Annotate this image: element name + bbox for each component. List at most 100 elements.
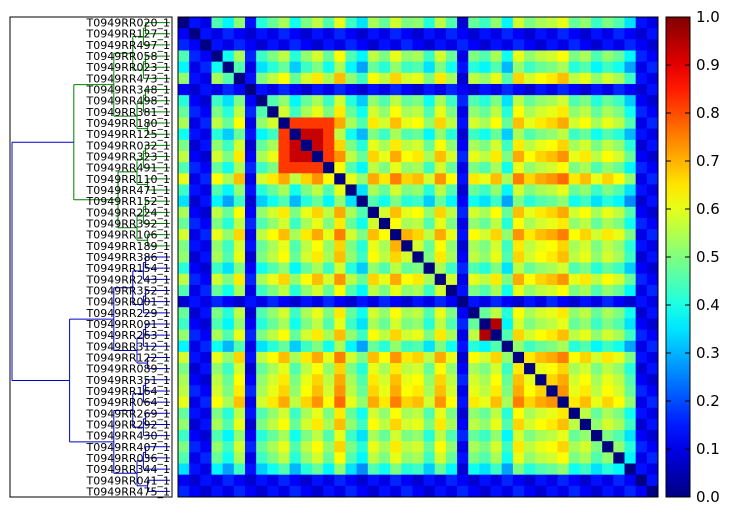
heatmap-cell [267,217,279,230]
heatmap-cell [635,318,648,330]
heatmap-cell [267,206,279,219]
row-label: T0949RR381_1 [86,106,171,119]
heatmap-cell [278,17,291,29]
heatmap-cell [200,463,212,476]
heatmap-cell [479,296,491,308]
heatmap-cell [300,28,313,40]
heatmap-cell [244,296,257,308]
heatmap-cell [602,463,614,476]
heatmap-cell [635,284,648,297]
row-label: T0949RR032_1 [86,139,171,152]
heatmap-cell [479,262,491,275]
heatmap-cell [189,106,201,118]
heatmap-cell [178,229,190,241]
heatmap-cell [457,217,469,230]
heatmap-cell [244,396,257,409]
heatmap-cell [535,407,547,420]
heatmap-cell [233,474,246,487]
heatmap-cell [591,251,603,263]
heatmap-cell [490,206,503,219]
heatmap-cell [178,162,190,174]
heatmap-cell [579,150,592,163]
heatmap-cell [490,61,503,74]
heatmap-cell [211,162,224,174]
heatmap-cell [468,284,480,297]
heatmap-cell [557,206,570,219]
heatmap-cell [568,262,581,275]
row-label: T0949RR125_1 [86,128,171,141]
heatmap-cell [646,173,659,185]
heatmap-cell [568,61,581,74]
heatmap-cell [457,363,469,375]
row-label: T0949RR473_1 [86,72,171,85]
heatmap-cell [579,184,592,196]
heatmap-cell [512,150,525,163]
heatmap-cell [501,474,514,487]
heatmap-cell [479,396,491,409]
heatmap-cell [635,385,648,397]
heatmap-cell [624,229,637,241]
heatmap-cell [635,106,648,118]
heatmap-cell [300,162,313,174]
heatmap-cell [233,173,246,185]
heatmap-cell [323,83,335,96]
heatmap-cell [267,240,279,252]
heatmap-cell [323,206,335,219]
heatmap-cell [635,251,648,263]
heatmap-cell [356,128,369,141]
heatmap-cell [289,106,302,118]
heatmap-cell [300,441,313,453]
heatmap-cell [244,340,257,353]
heatmap-cell [401,150,413,163]
heatmap-cell [602,240,614,252]
heatmap-cell [457,441,469,453]
heatmap-cell [512,61,525,74]
heatmap-cell [334,296,346,308]
heatmap-cell [412,162,424,174]
heatmap-cell [289,441,302,453]
heatmap-cell [423,162,436,174]
heatmap-cell [557,430,570,442]
heatmap-cell [579,307,592,319]
heatmap-cell [479,229,491,241]
heatmap-cell [345,385,357,397]
heatmap-cell [334,17,346,29]
heatmap-cell [278,430,291,442]
heatmap-cell [189,150,201,163]
heatmap-cell [490,474,503,487]
heatmap-cell [457,72,469,85]
heatmap-cell [591,217,603,230]
heatmap-cell [356,307,369,319]
heatmap-cell [278,72,291,85]
heatmap-cell [356,474,369,487]
heatmap-cell [546,117,558,130]
heatmap-cell [613,407,625,420]
heatmap-cell [345,139,357,152]
heatmap-cell [524,452,536,464]
heatmap-cell [412,229,424,241]
heatmap-cell [211,28,224,40]
heatmap-cell [233,128,246,141]
heatmap-cell [267,363,279,375]
heatmap-cell [222,441,235,453]
heatmap-cell [579,50,592,63]
heatmap-cell [602,72,614,85]
heatmap-cell [200,284,212,297]
heatmap-cell [244,128,257,141]
heatmap-cell [189,374,201,386]
heatmap-cell [501,50,514,63]
heatmap-cell [401,240,413,252]
heatmap-cell [278,296,291,308]
heatmap-cell [267,407,279,420]
heatmap-cell [524,296,536,308]
heatmap-cell [579,240,592,252]
heatmap-cell [390,117,402,130]
heatmap-cell [546,452,558,464]
heatmap-cell [579,217,592,230]
heatmap-cell [390,441,402,453]
heatmap-cell [345,262,357,275]
heatmap-cell [267,39,279,51]
heatmap-cell [423,229,436,241]
heatmap-cell [378,117,391,130]
heatmap-cell [557,217,570,230]
